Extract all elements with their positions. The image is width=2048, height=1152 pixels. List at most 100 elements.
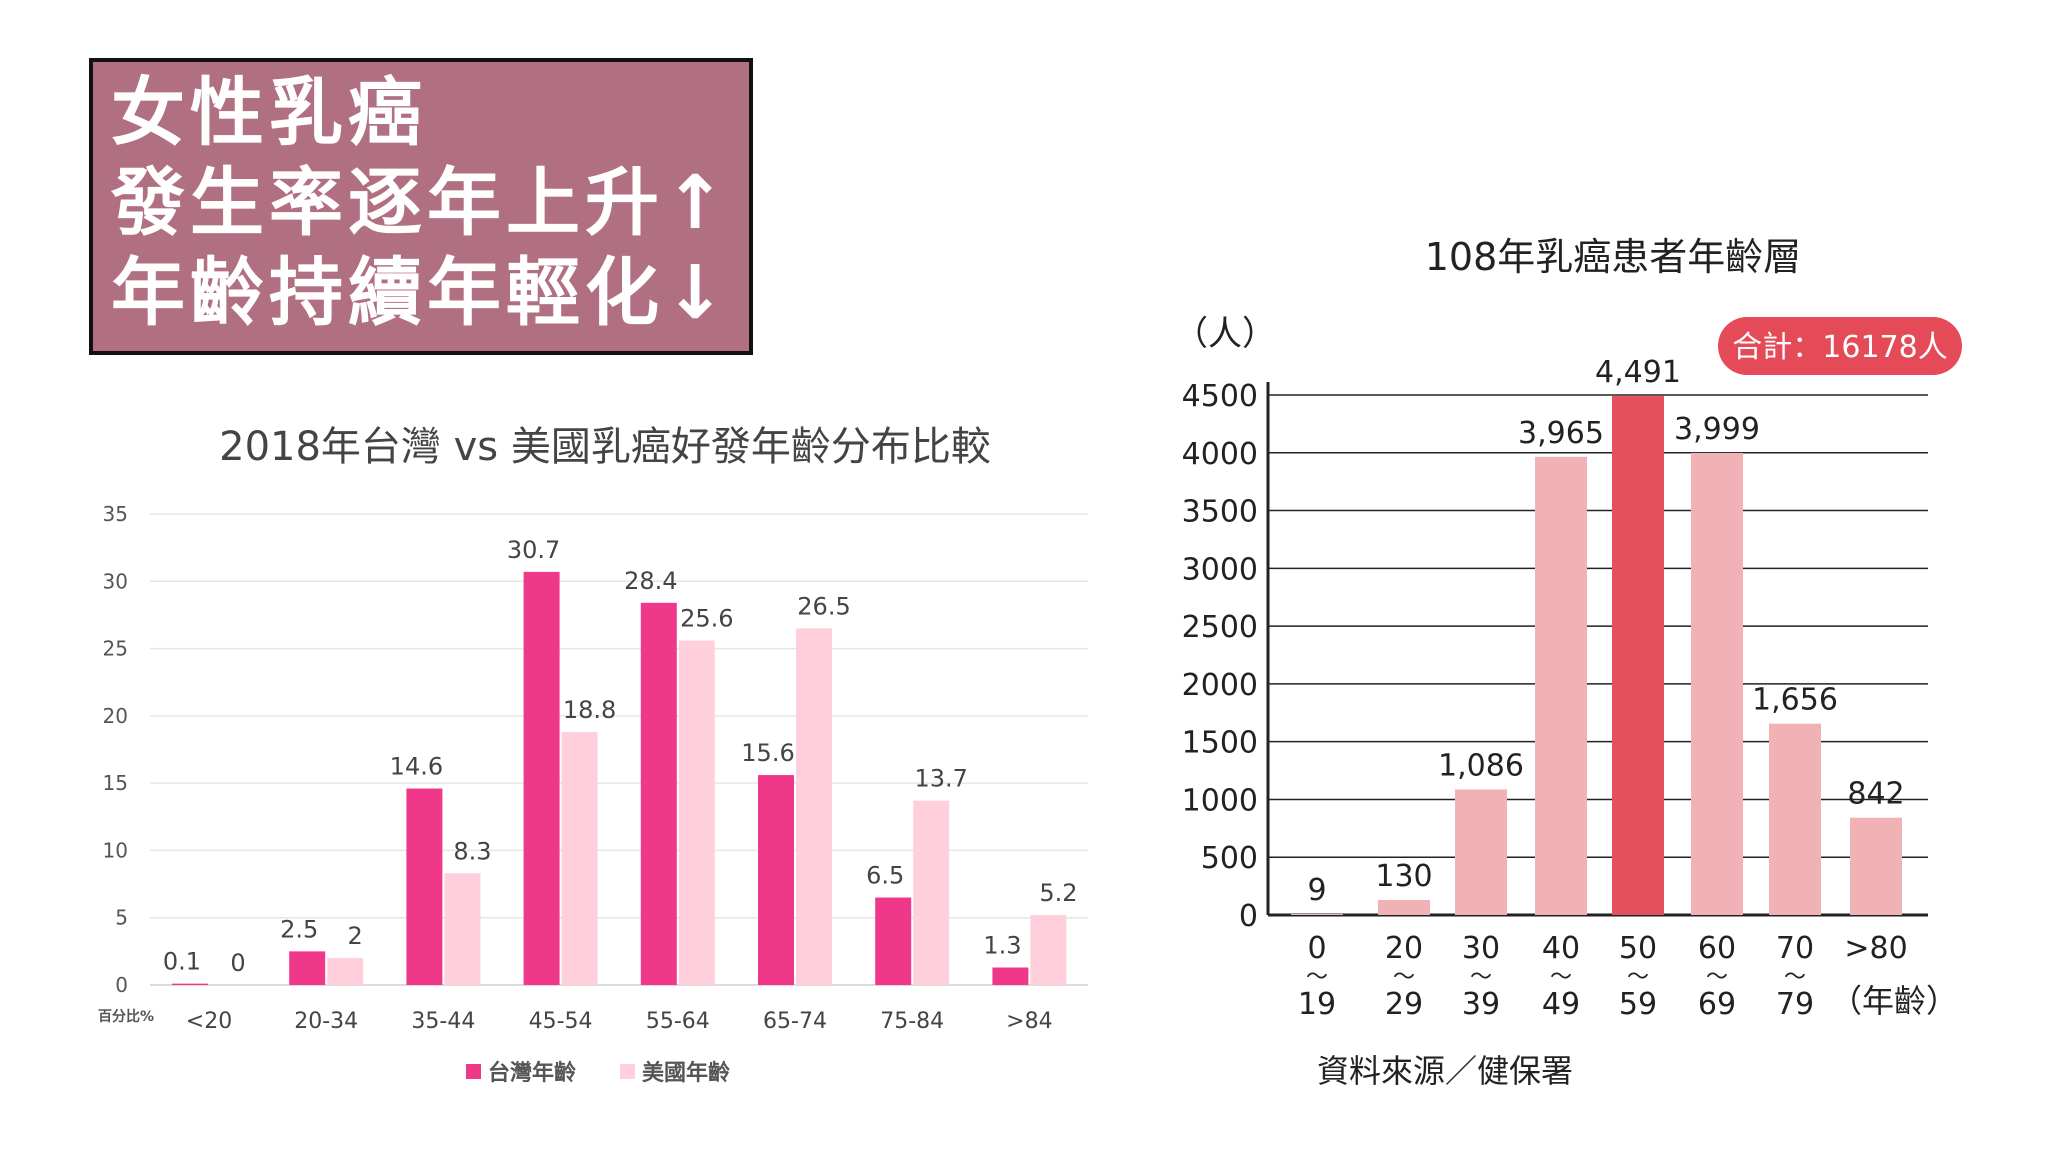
legend-swatch (466, 1064, 481, 1079)
x-tick-label: 45-54 (529, 1009, 593, 1034)
total-badge-label: 合計：16178人 (1732, 330, 1947, 365)
x-tick-tilde: 〜 (1627, 965, 1649, 990)
x-tick-label-end: 59 (1619, 987, 1657, 1022)
total-badge (1718, 317, 1962, 375)
bar (1378, 899, 1430, 915)
x-tick-tilde: 〜 (1706, 965, 1728, 990)
bar (1850, 817, 1902, 915)
x-tick-label: >80 (1844, 931, 1907, 966)
y-tick-label: 3000 (1182, 552, 1258, 587)
y-tick-label: 30 (103, 569, 128, 593)
data-label: 18.8 (563, 696, 616, 724)
x-tick-label: <20 (186, 1009, 232, 1034)
x-tick-label: 30 (1462, 931, 1500, 966)
x-tick-label: 75-84 (880, 1009, 944, 1034)
bar (1291, 913, 1343, 915)
bar (327, 958, 364, 985)
y-tick-label: 3500 (1182, 495, 1258, 530)
data-label: 25.6 (680, 604, 733, 632)
y-tick-label: 0 (1239, 899, 1258, 934)
data-label: 1.3 (983, 932, 1021, 960)
bar (444, 873, 481, 985)
bar (172, 983, 208, 985)
y-tick-label: 4000 (1182, 437, 1258, 472)
y-tick-label: 20 (103, 704, 128, 728)
data-label: 26.5 (797, 592, 850, 620)
y-tick-label: 2500 (1182, 610, 1258, 645)
right-chart-ylabel: （人） (1174, 314, 1276, 354)
x-tick-label: 35-44 (411, 1009, 475, 1034)
data-label: 15.6 (741, 739, 794, 767)
headline-line-2: 發生率逐年上升↑ (111, 160, 732, 246)
x-tick-label: >84 (1006, 1009, 1052, 1034)
headline-box: 女性乳癌 發生率逐年上升↑ 年齡持續年輕化↓ (89, 58, 753, 355)
data-label: 9 (1307, 873, 1326, 908)
data-label: 14.6 (390, 753, 443, 781)
x-tick-label-end: 69 (1698, 987, 1736, 1022)
bar (678, 640, 715, 985)
y-tick-label: 2000 (1182, 668, 1258, 703)
x-tick-label: 60 (1698, 931, 1736, 966)
bar (796, 628, 832, 985)
data-label: 28.4 (624, 567, 677, 595)
data-label: 1,086 (1438, 749, 1524, 784)
x-tick-label: 40 (1542, 931, 1580, 966)
bar (1030, 915, 1067, 985)
legend-label: 台灣年齡 (488, 1060, 576, 1086)
bar (1691, 452, 1743, 915)
y-tick-label: 4500 (1182, 379, 1258, 414)
x-tick-tilde: 〜 (1550, 965, 1572, 990)
y-tick-label: 5 (115, 906, 128, 930)
x-tick-label-end: 19 (1298, 987, 1336, 1022)
bar (992, 967, 1029, 985)
x-tick-label: 50 (1619, 931, 1657, 966)
bar (1535, 456, 1587, 915)
x-tick-label-end: 49 (1542, 987, 1580, 1022)
headline-line-3: 年齡持續年輕化↓ (111, 250, 732, 336)
y-tick-label: 1500 (1182, 726, 1258, 761)
x-tick-tilde: 〜 (1393, 965, 1415, 990)
left-chart-ylabel: 百分比% (98, 1008, 154, 1025)
bar (406, 788, 443, 985)
y-tick-label: 0 (115, 973, 128, 997)
data-label: 13.7 (914, 765, 967, 793)
data-label: 30.7 (507, 536, 560, 564)
x-tick-label-end: 79 (1776, 987, 1814, 1022)
data-label: 6.5 (866, 862, 904, 890)
bar (523, 571, 560, 985)
x-tick-tilde: 〜 (1784, 965, 1806, 990)
bar (1612, 396, 1664, 915)
data-label: 842 (1847, 777, 1904, 812)
x-tick-label: 0 (1307, 931, 1326, 966)
bar (561, 732, 598, 985)
source-note: 資料來源／健保署 (1317, 1052, 1573, 1090)
right-chart: 0 500 1000 1500 2000 2500 3000 3500 4000 4500 9 0 〜 1… (1182, 355, 1928, 1022)
x-tick-label: 70 (1776, 931, 1814, 966)
data-label: 3,965 (1518, 416, 1604, 451)
data-label: 5.2 (1039, 879, 1077, 907)
x-tick-label: 20 (1385, 931, 1423, 966)
y-tick-label: 15 (103, 771, 128, 795)
y-tick-label: 500 (1201, 841, 1258, 876)
x-tick-label: 65-74 (763, 1009, 827, 1034)
data-label: 3,999 (1674, 412, 1760, 447)
data-label: 0.1 (163, 948, 201, 976)
bar (758, 775, 794, 985)
y-tick-label: 10 (103, 838, 128, 862)
data-label: 2 (348, 922, 363, 950)
legend-label: 美國年齡 (642, 1060, 730, 1086)
legend-swatch (620, 1064, 635, 1079)
bar (1455, 789, 1507, 915)
x-tick-tilde: 〜 (1470, 965, 1492, 990)
x-tick-label-end: 29 (1385, 987, 1423, 1022)
data-label: 2.5 (280, 915, 318, 943)
data-label: 8.3 (453, 837, 491, 865)
y-tick-label: 25 (103, 637, 128, 661)
bar (913, 800, 950, 985)
y-tick-label: 1000 (1182, 783, 1258, 818)
bar (640, 602, 677, 985)
x-tick-label-end: 39 (1462, 987, 1500, 1022)
right-chart-title: 108年乳癌患者年齡層 (1425, 235, 1802, 279)
headline-line-1: 女性乳癌 (111, 70, 427, 156)
